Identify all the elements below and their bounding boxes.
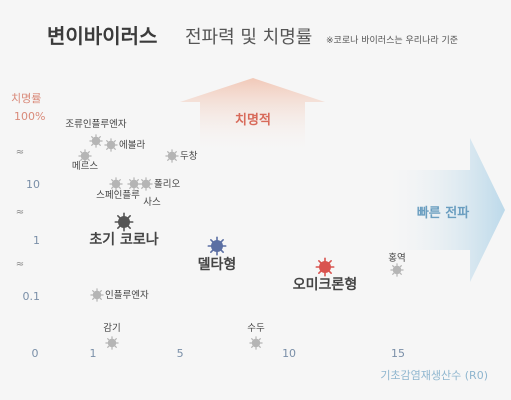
virus-marker bbox=[92, 290, 102, 300]
virus-marker bbox=[129, 179, 139, 189]
chart-note: ※코로나 바이러스는 우리나라 기준 bbox=[326, 35, 458, 46]
right-arrow-label: 빠른 전파 bbox=[417, 205, 469, 221]
virus-marker bbox=[118, 216, 130, 228]
virus-marker bbox=[106, 140, 116, 150]
x-tick-label: 5 bbox=[177, 347, 184, 360]
y-tick-label: 10 bbox=[26, 178, 40, 191]
data-point: 폴리오 bbox=[139, 177, 180, 191]
data-point: 두창 bbox=[165, 149, 198, 163]
virus-marker bbox=[107, 338, 117, 348]
data-point: 홍역 bbox=[388, 252, 406, 277]
axis-break-mark: ≈ bbox=[16, 259, 24, 270]
data-point: 조류인플루엔자 bbox=[65, 119, 127, 148]
point-label: 스페인플루 bbox=[96, 190, 140, 201]
x-tick-label: 1 bbox=[90, 347, 97, 360]
x-tick-label: 15 bbox=[391, 347, 405, 360]
data-point: 에볼라 bbox=[104, 138, 145, 152]
point-label: 오미크론형 bbox=[293, 276, 357, 293]
data-point: 오미크론형 bbox=[293, 257, 357, 293]
data-point: 메르스 bbox=[72, 149, 98, 172]
point-label: 인플루엔자 bbox=[105, 290, 149, 301]
y-tick-label: 1 bbox=[33, 234, 40, 247]
point-label: 수두 bbox=[247, 323, 265, 334]
x-ticks: 1 5 10 15 bbox=[90, 347, 406, 360]
point-label: 초기 코로나 bbox=[89, 232, 158, 248]
axis-break-mark: ≈ bbox=[16, 147, 24, 158]
chart-title-sub: 전파력 및 치명률 bbox=[185, 27, 312, 48]
data-point: 초기 코로나 bbox=[89, 212, 159, 248]
x-tick-label: 10 bbox=[282, 347, 296, 360]
x-axis-label: 기초감염재생산수 (R0) bbox=[380, 369, 488, 382]
origin-label: 0 bbox=[32, 347, 39, 360]
y-axis-label: 치명률 bbox=[11, 92, 41, 105]
point-label: 홍역 bbox=[388, 252, 405, 264]
virus-marker bbox=[141, 179, 151, 189]
data-point: 감기 bbox=[103, 322, 121, 350]
data-point: 사스 bbox=[127, 177, 161, 208]
virus-marker bbox=[392, 265, 402, 275]
point-label: 메르스 bbox=[72, 161, 98, 172]
point-label: 조류인플루엔자 bbox=[65, 119, 126, 130]
chart-title-main: 변이바이러스 bbox=[47, 24, 157, 48]
virus-marker bbox=[80, 151, 90, 161]
point-label: 폴리오 bbox=[154, 179, 180, 190]
data-point: 수두 bbox=[247, 323, 265, 350]
data-point: 델타형 bbox=[198, 236, 237, 273]
virus-marker bbox=[91, 136, 101, 146]
axis-break-mark: ≈ bbox=[16, 207, 24, 218]
data-point: 스페인플루 bbox=[96, 177, 140, 201]
point-label: 사스 bbox=[143, 197, 161, 208]
virus-marker bbox=[319, 261, 331, 273]
point-label: 델타형 bbox=[198, 256, 237, 273]
up-arrow-shape bbox=[180, 78, 325, 155]
up-arrow-label: 치명적 bbox=[235, 112, 271, 128]
point-label: 에볼라 bbox=[119, 140, 145, 151]
right-arrow-shape bbox=[380, 138, 505, 282]
point-label: 감기 bbox=[103, 322, 120, 334]
axis-breaks: ≈ ≈ ≈ bbox=[16, 147, 24, 270]
virus-marker bbox=[167, 151, 177, 161]
virus-marker bbox=[111, 179, 121, 189]
y-ticks: 0.1 1 10 bbox=[23, 178, 41, 303]
virus-marker bbox=[211, 240, 223, 252]
data-point: 인플루엔자 bbox=[90, 288, 149, 302]
y-tick-label: 0.1 bbox=[23, 290, 41, 303]
y-axis-unit: 100% bbox=[14, 110, 45, 123]
virus-marker bbox=[251, 338, 261, 348]
point-label: 두창 bbox=[180, 151, 198, 162]
